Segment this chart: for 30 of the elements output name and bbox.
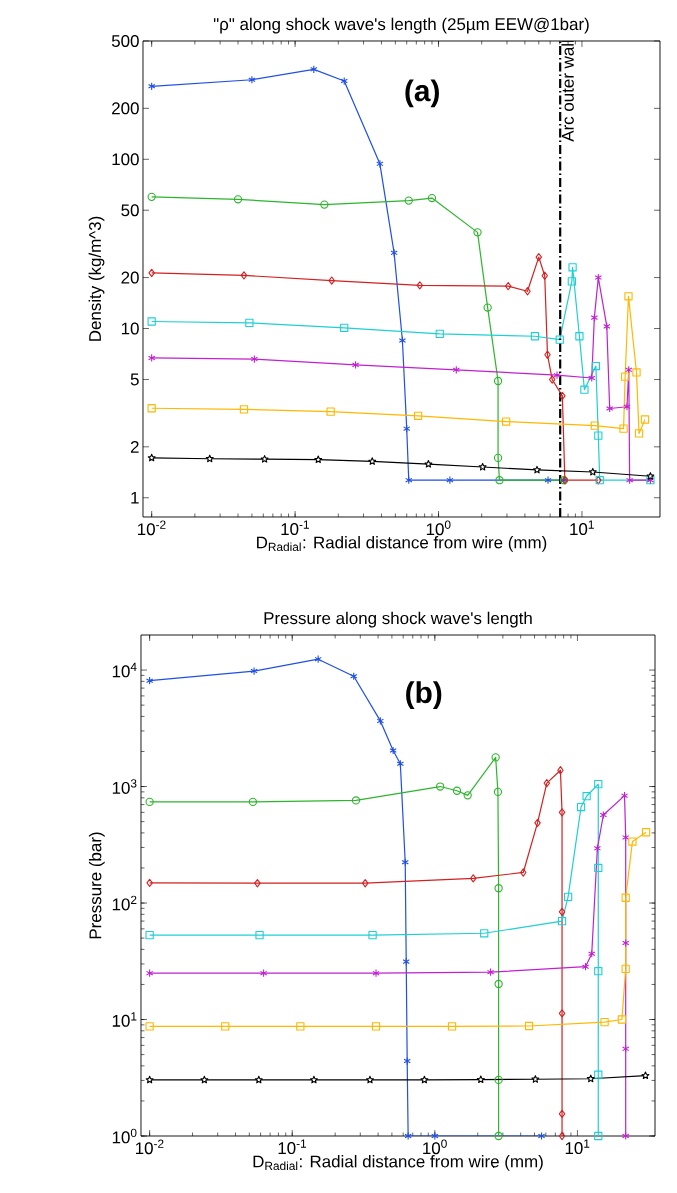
y-tick-label: 5 — [130, 373, 139, 386]
annotation: (b) — [406, 681, 442, 710]
y-tick-label: 200 — [112, 102, 139, 115]
x-tick-label: 10$^{-1}$ — [278, 1139, 307, 1155]
y-tick-label: 10$^{4}$ — [112, 662, 137, 678]
y-tick-label: 10$^{0}$ — [112, 1128, 137, 1144]
x-tick-label: 10$^{-1}$ — [281, 520, 309, 536]
chart-title: "ρ" along shock wave's length (25µm EEW@1bar) — [213, 17, 589, 34]
x-axis-title: D$_{Radial}$: Radial distance from wire (mm) — [257, 536, 547, 552]
y-tick-label: 10$^{1}$ — [112, 1012, 137, 1027]
x-tick-label: 10$^{-2}$ — [138, 520, 166, 536]
y-tick-label: 10 — [121, 322, 139, 335]
y-axis-title: Density (kg/m^3) — [88, 216, 105, 341]
x-tick-label: 10$^{0}$ — [423, 1139, 447, 1155]
chart-title: Pressure along shock wave's length — [264, 611, 532, 628]
x-tick-label: 10$^{1}$ — [565, 1139, 590, 1155]
y-tick-label: 10$^{3}$ — [112, 779, 137, 794]
y-tick-label: 1 — [131, 491, 139, 504]
y-tick-label: 20 — [121, 271, 139, 284]
x-tick-label: 10$^{-2}$ — [135, 1139, 164, 1155]
y-tick-label: 2 — [130, 440, 139, 453]
y-tick-label: 50 — [121, 204, 139, 217]
x-tick-label: 10$^{1}$ — [570, 520, 594, 536]
x-tick-label: 10$^{0}$ — [426, 520, 451, 536]
y-tick-label: 10$^{2}$ — [112, 895, 137, 911]
x-axis-title: D$_{Radial}$: Radial distance from wire (mm) — [253, 1155, 543, 1171]
annotation: (a) — [405, 79, 439, 108]
y-tick-label: 100 — [112, 153, 139, 166]
y-tick-label: 500 — [111, 34, 139, 47]
y-axis-title: Pressure (bar) — [88, 832, 105, 939]
